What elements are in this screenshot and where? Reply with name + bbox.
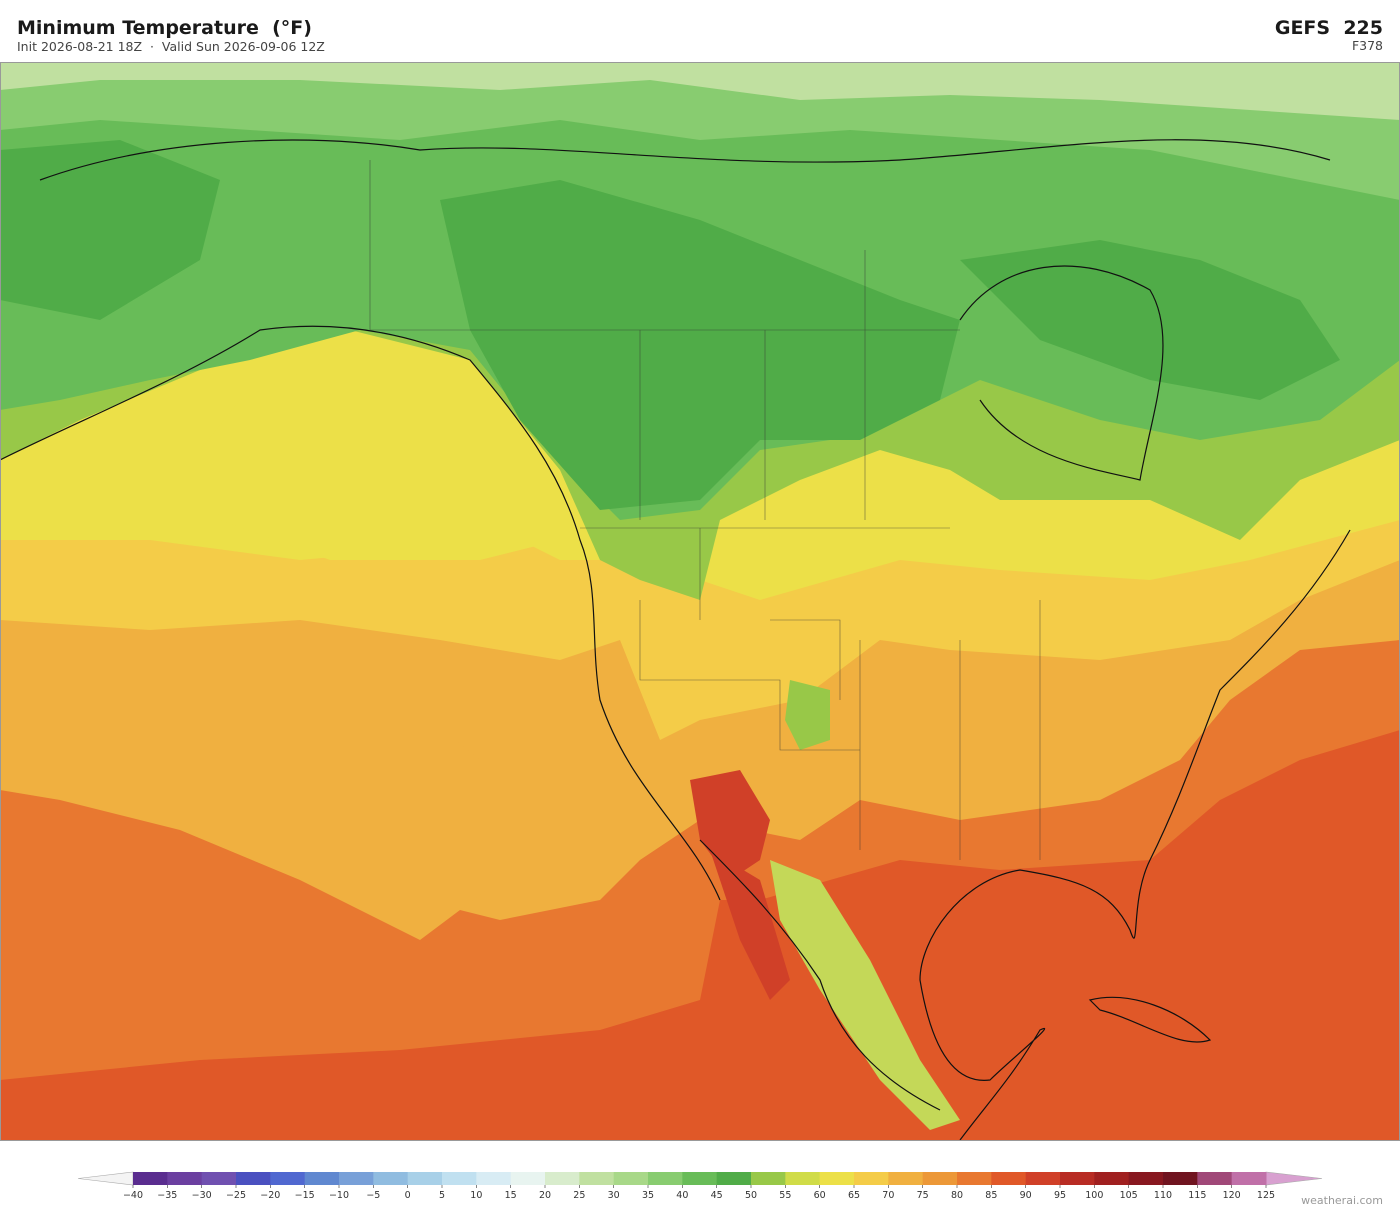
colorbar-tick-label: 85 xyxy=(985,1190,997,1201)
colorbar-tick-label: 40 xyxy=(676,1190,688,1201)
colorbar-tick-label: 65 xyxy=(848,1190,860,1201)
colorbar-swatch xyxy=(922,1172,958,1185)
colorbar-swatch xyxy=(201,1172,237,1185)
colorbar-swatch xyxy=(716,1172,752,1185)
colorbar-swatch xyxy=(373,1172,409,1185)
colorbar-swatch xyxy=(888,1172,924,1185)
colorbar: −40 −35 −30 −25 −20 −15 −10 −5 0 5 10 15 20 25 30 35 40 4… xyxy=(77,1171,1323,1201)
colorbar-swatch xyxy=(751,1172,786,1185)
colorbar-under xyxy=(77,1171,134,1186)
colorbar-swatch xyxy=(442,1172,477,1185)
colorbar-swatch xyxy=(510,1172,546,1185)
credit: weatherai.com xyxy=(1301,1194,1383,1207)
colorbar-tick-label: 20 xyxy=(539,1190,551,1201)
colorbar-swatch xyxy=(236,1172,271,1185)
colorbar-swatch xyxy=(1231,1172,1267,1185)
colorbar-swatch xyxy=(819,1172,855,1185)
colorbar-swatch xyxy=(1197,1172,1233,1185)
colorbar-tick-label: 60 xyxy=(814,1190,826,1201)
colorbar-tick-label: 120 xyxy=(1223,1190,1241,1201)
colorbar-tick-label: 35 xyxy=(642,1190,654,1201)
colorbar-over xyxy=(1265,1171,1323,1186)
colorbar-swatch xyxy=(785,1172,821,1185)
colorbar-swatch xyxy=(854,1172,889,1185)
colorbar-swatch xyxy=(304,1172,340,1185)
colorbar-tick-label: −5 xyxy=(366,1190,380,1201)
colorbar-tick-label: −40 xyxy=(123,1190,143,1201)
colorbar-tick-label: 110 xyxy=(1154,1190,1172,1201)
colorbar-swatch xyxy=(476,1172,512,1185)
colorbar-swatch xyxy=(545,1172,580,1185)
colorbar-swatch xyxy=(579,1172,615,1185)
colorbar-tick-label: −15 xyxy=(295,1190,315,1201)
colorbar-tick-label: 75 xyxy=(917,1190,929,1201)
colorbar-tick-label: −10 xyxy=(329,1190,349,1201)
colorbar-swatch xyxy=(648,1172,683,1185)
colorbar-tick-label: 125 xyxy=(1257,1190,1275,1201)
colorbar-tick-label: 0 xyxy=(405,1190,411,1201)
subtitle: Init 2026-08-21 18Z · Valid Sun 2026-09-… xyxy=(17,39,325,54)
colorbar-swatch xyxy=(682,1172,718,1185)
colorbar-swatch xyxy=(1060,1172,1095,1185)
title: Minimum Temperature (°F) xyxy=(17,17,312,39)
colorbar-swatch xyxy=(991,1172,1027,1185)
colorbar-tick-label: 90 xyxy=(1020,1190,1032,1201)
colorbar-tick-label: 30 xyxy=(608,1190,620,1201)
colorbar-swatch xyxy=(133,1172,168,1185)
colorbar-tick-label: 25 xyxy=(573,1190,585,1201)
colorbar-tick-label: 95 xyxy=(1054,1190,1066,1201)
colorbar-swatch xyxy=(1163,1172,1198,1185)
colorbar-tick-label: 50 xyxy=(745,1190,757,1201)
colorbar-tick-label: −35 xyxy=(157,1190,177,1201)
colorbar-swatch xyxy=(339,1172,374,1185)
colorbar-tick-label: 55 xyxy=(779,1190,791,1201)
colorbar-swatch xyxy=(407,1172,443,1185)
colorbar-swatch xyxy=(1128,1172,1164,1185)
colorbar-swatch xyxy=(1025,1172,1061,1185)
colorbar-tick-label: 45 xyxy=(711,1190,723,1201)
colorbar-swatch xyxy=(957,1172,992,1185)
colorbar-tick-label: 70 xyxy=(882,1190,894,1201)
colorbar-tick-label: −25 xyxy=(226,1190,246,1201)
colorbar-tick-label: −20 xyxy=(260,1190,280,1201)
model-label: GEFS 225 xyxy=(1275,17,1383,39)
colorbar-tick-label: 5 xyxy=(439,1190,445,1201)
colorbar-tick-label: 115 xyxy=(1188,1190,1206,1201)
colorbar-swatch xyxy=(613,1172,649,1185)
colorbar-tick-label: 10 xyxy=(470,1190,482,1201)
colorbar-tick-label: 15 xyxy=(505,1190,517,1201)
colorbar-swatch xyxy=(270,1172,306,1185)
forecast-hour: F378 xyxy=(1352,38,1383,53)
colorbar-swatch xyxy=(1094,1172,1130,1185)
colorbar-tick-label: −30 xyxy=(192,1190,212,1201)
map xyxy=(0,62,1400,1140)
colorbar-swatch xyxy=(167,1172,203,1185)
colorbar-tick-label: 80 xyxy=(951,1190,963,1201)
colorbar-tick-label: 100 xyxy=(1085,1190,1103,1201)
colorbar-tick-label: 105 xyxy=(1120,1190,1138,1201)
